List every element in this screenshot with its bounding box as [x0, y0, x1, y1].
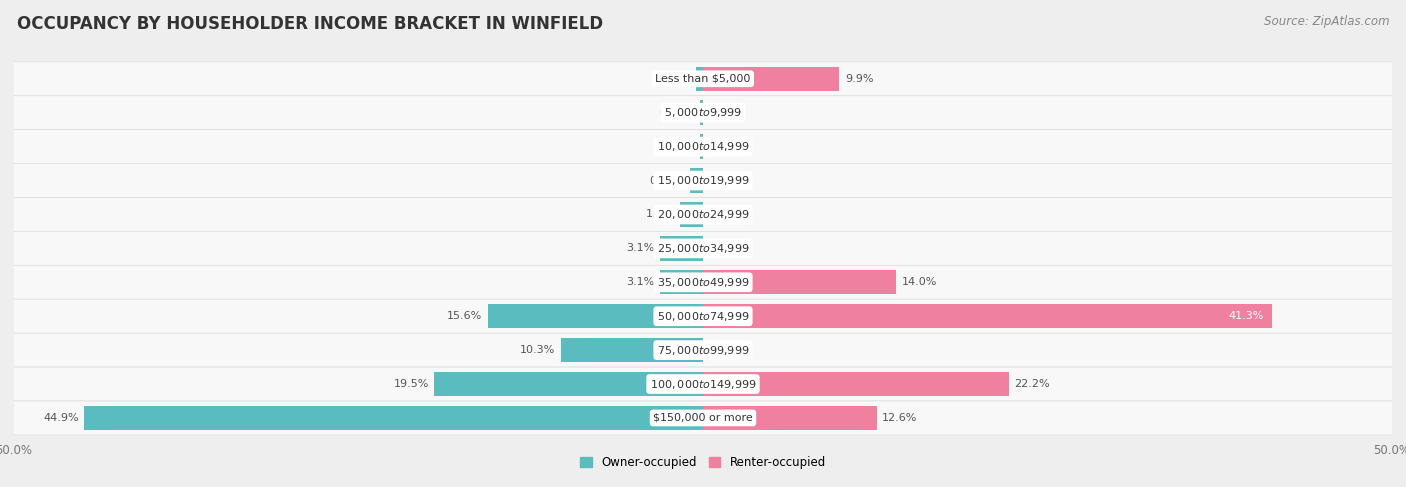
- Bar: [434, 372, 703, 396]
- Text: $100,000 to $149,999: $100,000 to $149,999: [650, 377, 756, 391]
- FancyBboxPatch shape: [0, 130, 1406, 164]
- Bar: [679, 202, 703, 226]
- Bar: [661, 270, 703, 295]
- Text: 0.0%: 0.0%: [709, 142, 737, 151]
- Text: $20,000 to $24,999: $20,000 to $24,999: [657, 208, 749, 221]
- Bar: [696, 67, 703, 91]
- Text: 0.22%: 0.22%: [659, 108, 695, 118]
- Bar: [690, 169, 703, 193]
- FancyBboxPatch shape: [0, 231, 1406, 265]
- Text: 1.7%: 1.7%: [645, 209, 673, 220]
- Bar: [703, 304, 1272, 328]
- Text: 10.3%: 10.3%: [520, 345, 555, 355]
- Bar: [700, 134, 703, 159]
- Text: 19.5%: 19.5%: [394, 379, 429, 389]
- Text: 9.9%: 9.9%: [845, 74, 873, 84]
- Text: $5,000 to $9,999: $5,000 to $9,999: [664, 106, 742, 119]
- Text: 0.19%: 0.19%: [659, 142, 695, 151]
- FancyBboxPatch shape: [0, 299, 1406, 333]
- Bar: [703, 67, 839, 91]
- Text: 0.0%: 0.0%: [709, 175, 737, 186]
- Text: $50,000 to $74,999: $50,000 to $74,999: [657, 310, 749, 323]
- Legend: Owner-occupied, Renter-occupied: Owner-occupied, Renter-occupied: [575, 452, 831, 474]
- FancyBboxPatch shape: [0, 333, 1406, 367]
- Text: $15,000 to $19,999: $15,000 to $19,999: [657, 174, 749, 187]
- FancyBboxPatch shape: [0, 367, 1406, 401]
- Bar: [700, 100, 703, 125]
- FancyBboxPatch shape: [0, 401, 1406, 435]
- Text: 0.0%: 0.0%: [709, 108, 737, 118]
- Bar: [561, 338, 703, 362]
- Text: 0.0%: 0.0%: [709, 345, 737, 355]
- Text: 0.52%: 0.52%: [655, 74, 690, 84]
- Text: 12.6%: 12.6%: [882, 413, 918, 423]
- Text: 3.1%: 3.1%: [627, 277, 655, 287]
- Text: 0.0%: 0.0%: [709, 244, 737, 253]
- Text: 3.1%: 3.1%: [627, 244, 655, 253]
- Text: Source: ZipAtlas.com: Source: ZipAtlas.com: [1264, 15, 1389, 28]
- Text: 14.0%: 14.0%: [901, 277, 936, 287]
- Text: 22.2%: 22.2%: [1014, 379, 1050, 389]
- Text: OCCUPANCY BY HOUSEHOLDER INCOME BRACKET IN WINFIELD: OCCUPANCY BY HOUSEHOLDER INCOME BRACKET …: [17, 15, 603, 33]
- Bar: [661, 236, 703, 261]
- Text: $25,000 to $34,999: $25,000 to $34,999: [657, 242, 749, 255]
- FancyBboxPatch shape: [0, 265, 1406, 299]
- Bar: [703, 270, 896, 295]
- Text: 15.6%: 15.6%: [447, 311, 482, 321]
- Text: 41.3%: 41.3%: [1229, 311, 1264, 321]
- Text: Less than $5,000: Less than $5,000: [655, 74, 751, 84]
- FancyBboxPatch shape: [0, 62, 1406, 96]
- Text: $75,000 to $99,999: $75,000 to $99,999: [657, 344, 749, 356]
- Text: $10,000 to $14,999: $10,000 to $14,999: [657, 140, 749, 153]
- Bar: [703, 406, 876, 430]
- Text: $35,000 to $49,999: $35,000 to $49,999: [657, 276, 749, 289]
- Text: 0.93%: 0.93%: [650, 175, 685, 186]
- Bar: [703, 372, 1010, 396]
- Bar: [488, 304, 703, 328]
- Bar: [84, 406, 703, 430]
- FancyBboxPatch shape: [0, 96, 1406, 130]
- FancyBboxPatch shape: [0, 164, 1406, 198]
- FancyBboxPatch shape: [0, 198, 1406, 231]
- Text: 0.0%: 0.0%: [709, 209, 737, 220]
- Text: $150,000 or more: $150,000 or more: [654, 413, 752, 423]
- Text: 44.9%: 44.9%: [44, 413, 79, 423]
